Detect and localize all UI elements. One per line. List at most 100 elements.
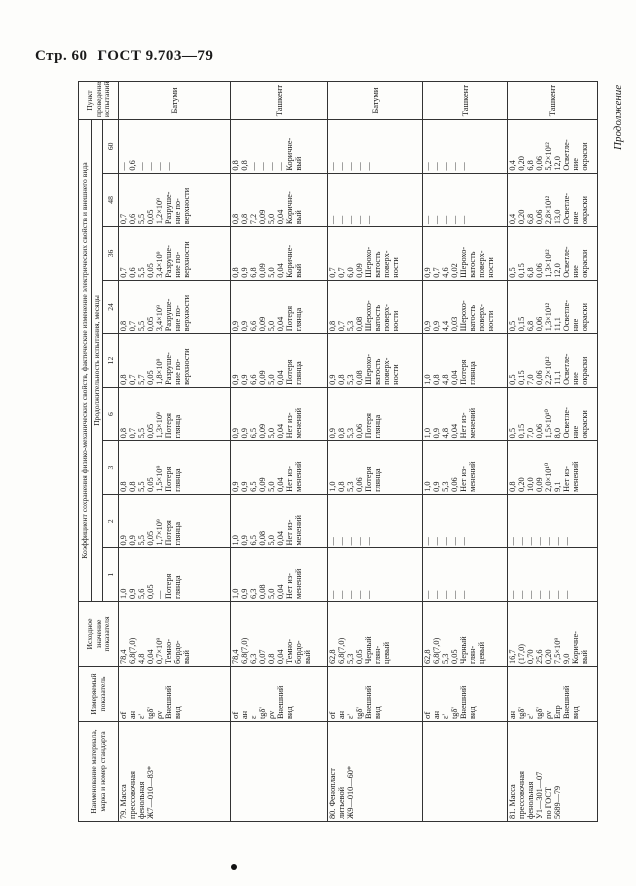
standard: ГОСТ 9.703—79 xyxy=(97,48,214,64)
month-cell: 0,8 0,8 7,2 0,09 5,0 0,04 Коричне-вый xyxy=(230,173,328,227)
cell-line: — xyxy=(459,215,468,225)
month-cell: 0,8 0,7 5,7 0,05 1,8×10⁹ Разруше-ние по-верхн… xyxy=(118,333,231,388)
cell-line: менений xyxy=(570,461,580,492)
cell-line: менений xyxy=(293,568,303,599)
material-name: 80. Фенопласт литьевой Ж9—010—60* xyxy=(327,721,423,822)
cell-line: — xyxy=(163,162,173,171)
cell-line: менений xyxy=(293,407,303,439)
cell-line: вый xyxy=(293,263,303,278)
param-line: вид xyxy=(467,706,477,719)
header-duration: Продолжительность испытания, месяцы xyxy=(91,119,103,602)
month-cell: 0,8 0,7 5,3 0,08 Шерохо-ватость поверх-ности xyxy=(327,280,423,334)
cell-line: — xyxy=(364,215,373,225)
cell-line: окраски xyxy=(579,196,589,225)
cell-line: верхности xyxy=(181,348,191,385)
cell-line: глянца xyxy=(172,468,182,492)
initial-line: цевый xyxy=(381,641,391,664)
month-cell: 0,9 0,8 5,3 0,08 Шерохо-ватость поверх-ности xyxy=(327,333,423,388)
month-cell: 0,9 0,9 5,5 0,05 1,7×10⁹ Потеря глянца xyxy=(118,494,231,548)
header-row: Наименование материала, марка и номер ст… xyxy=(78,81,119,822)
month-cell: 0,5 0,15 6,8 0,06 1,3×10¹² 11,1 Осветле-ние окр… xyxy=(507,280,598,334)
cell-line: ности xyxy=(390,364,400,385)
month-cell: 0,7 0,6 5,5 0,05 1,2×10⁹ Разруше-ние по-верхн… xyxy=(118,173,231,227)
month-cell: 0,8 0,20 10,0 0,09 2,0×10¹⁰ 9,1 Нет из-менений xyxy=(507,440,598,495)
month-cell: 0,5 0,15 7,0 0,06 1,5×10¹⁰ 8,0 Осветле-ние окра… xyxy=(507,387,598,441)
table-row: 80. Фенопласт литьевой Ж9—010—60* σf aн ε' tgδ… xyxy=(327,81,423,822)
initial-line: цевый xyxy=(476,641,486,664)
initial-values: 78,4 6,8(7,0) 6,3 0,07 0,8 0,04 Темно-бордо-вы… xyxy=(230,601,328,667)
month-cell: 1,0 0,8 5,3 0,06 Потеря глянца xyxy=(327,440,423,495)
cell-line: — xyxy=(561,537,571,546)
params: σf aн ε' tgδ' Внешний вид xyxy=(327,666,423,722)
cell-line: окраски xyxy=(579,410,589,439)
param-line: aн xyxy=(337,710,347,719)
name-line: 5689—79 xyxy=(552,785,562,819)
month-cell: 0,9 0,9 6,5 0,09 5,0 0,04 Нет из-менений xyxy=(230,440,328,495)
month-header: 48 xyxy=(102,173,119,227)
material-name: 81. Масса прессовочная фенольная У1—301—07 п… xyxy=(507,721,598,822)
month-cell: 0,7 0,7 6,0 0,09 Шерохо-ватость поверх-ности xyxy=(327,226,423,281)
month-cell: 0,5 0,15 6,8 0,06 1,3×10¹² 12,0 Осветле-ние окр… xyxy=(507,226,598,281)
cell-line: менений xyxy=(293,461,303,492)
scan-mark xyxy=(231,864,237,870)
month-header: 24 xyxy=(102,280,119,334)
cell-line: верхности xyxy=(181,187,191,225)
test-site: Батуми xyxy=(118,81,231,120)
month-cell: 1,0 0,9 5,6 0,05— Потеря глянца xyxy=(118,547,231,602)
params: σf aн ε tgδ' ρv Внешний вид xyxy=(230,666,328,722)
month-header: 3 xyxy=(102,440,119,495)
month-cell: — — — — — xyxy=(327,494,423,548)
month-cell: — — — — — xyxy=(327,173,423,227)
cell-line: вый xyxy=(293,156,303,171)
initial-line: вый xyxy=(579,650,589,664)
param-line: aн xyxy=(432,710,442,719)
param-line: aн xyxy=(128,710,138,719)
data-table: Наименование материала, марка и номер ст… xyxy=(78,81,598,822)
cell-line: глянца xyxy=(467,361,477,385)
cell-line: глянца xyxy=(372,414,382,439)
cell-line: глянца xyxy=(172,575,182,599)
page-number: Стр. 60 xyxy=(35,48,88,64)
params: aн tgδ' ε' tgδ' ρv Eпр Внешний вид xyxy=(507,666,598,722)
cell-line: — xyxy=(561,590,571,599)
header-group: Коэффициент сохранения физико-механическ… xyxy=(78,119,92,602)
month-cell: 0,4 0,20 6,8 0,06 5,2×10¹² 12,0 Осветле-ние окр… xyxy=(507,119,598,174)
month-cell: 0,4 0,20 6,8 0,06 2,8×10¹² 13,0 Осветле-ние окр… xyxy=(507,173,598,227)
month-cell: 0,9 0,8 5,3 0,06 Потеря глянца xyxy=(327,387,423,441)
month-cell: — — — — — xyxy=(422,494,508,548)
month-cell: 1,0 0,9 5,3 0,06 Нет из-менений xyxy=(422,440,508,495)
month-cell: 1,0 0,9 4,8 0,04 Нет из-менений xyxy=(422,387,508,441)
header-param: Измеряемый показатель xyxy=(78,666,119,722)
month-cell: 0,9 0,9 6,6 0,09 5,0 0,04 Потеря глянца xyxy=(230,333,328,388)
table-row: 81. Масса прессовочная фенольная У1—301—07 п… xyxy=(507,81,598,822)
header-site: Пункт проведения испытаний xyxy=(78,81,119,120)
table-wrapper: Наименование материала, марка и номер ст… xyxy=(78,81,598,822)
cell-line: — xyxy=(364,537,373,546)
header-initial: Исходное значение показателя xyxy=(78,601,119,667)
month-header: 6 xyxy=(102,387,119,441)
cell-line: — xyxy=(364,590,373,599)
cell-line: — xyxy=(364,162,373,171)
month-cell: — — — — — — — xyxy=(507,547,598,602)
initial-values: 62,8 6,8(7,0) 5,3 0,05 Черный глян-цевый xyxy=(422,601,508,667)
material-name xyxy=(422,721,508,822)
param-line: вид xyxy=(570,706,580,719)
initial-values: 16,7 (17,0) 0,70 25,6 0,20 7,5×10⁹ 9,0 Коричне-… xyxy=(507,601,598,667)
month-header: 60 xyxy=(102,119,119,174)
month-cell: 0,8 0,7 5,5 0,05 1,3×10⁹ Потеря глянца xyxy=(118,387,231,441)
param-line: aн xyxy=(240,710,250,719)
cell-line: менений xyxy=(293,515,303,546)
test-site: Батуми xyxy=(327,81,423,120)
params: σf aн ε' tgδ' ρv Внешний вид xyxy=(118,666,231,722)
cell-line: верхности xyxy=(181,241,191,278)
cell-line: глянца xyxy=(172,521,182,546)
initial-line: вый xyxy=(181,650,191,664)
params: σf aн ε' tgδ' Внешний вид xyxy=(422,666,508,722)
table-row: σf aн ε' tgδ' Внешний вид 62,8 6,8(7,0) 5,3 0,05 Ч… xyxy=(422,81,508,822)
param-line: вид xyxy=(172,706,182,719)
cell-line: менений xyxy=(467,461,477,492)
month-cell: 0,8 0,9 6,8 0,09 5,0 0,04 Коричне-вый xyxy=(230,226,328,281)
cell-line: вый xyxy=(293,210,303,225)
month-cell: 0,9 0,7 4,6 0,02 Шерохо-ватость поверх-ности xyxy=(422,226,508,281)
